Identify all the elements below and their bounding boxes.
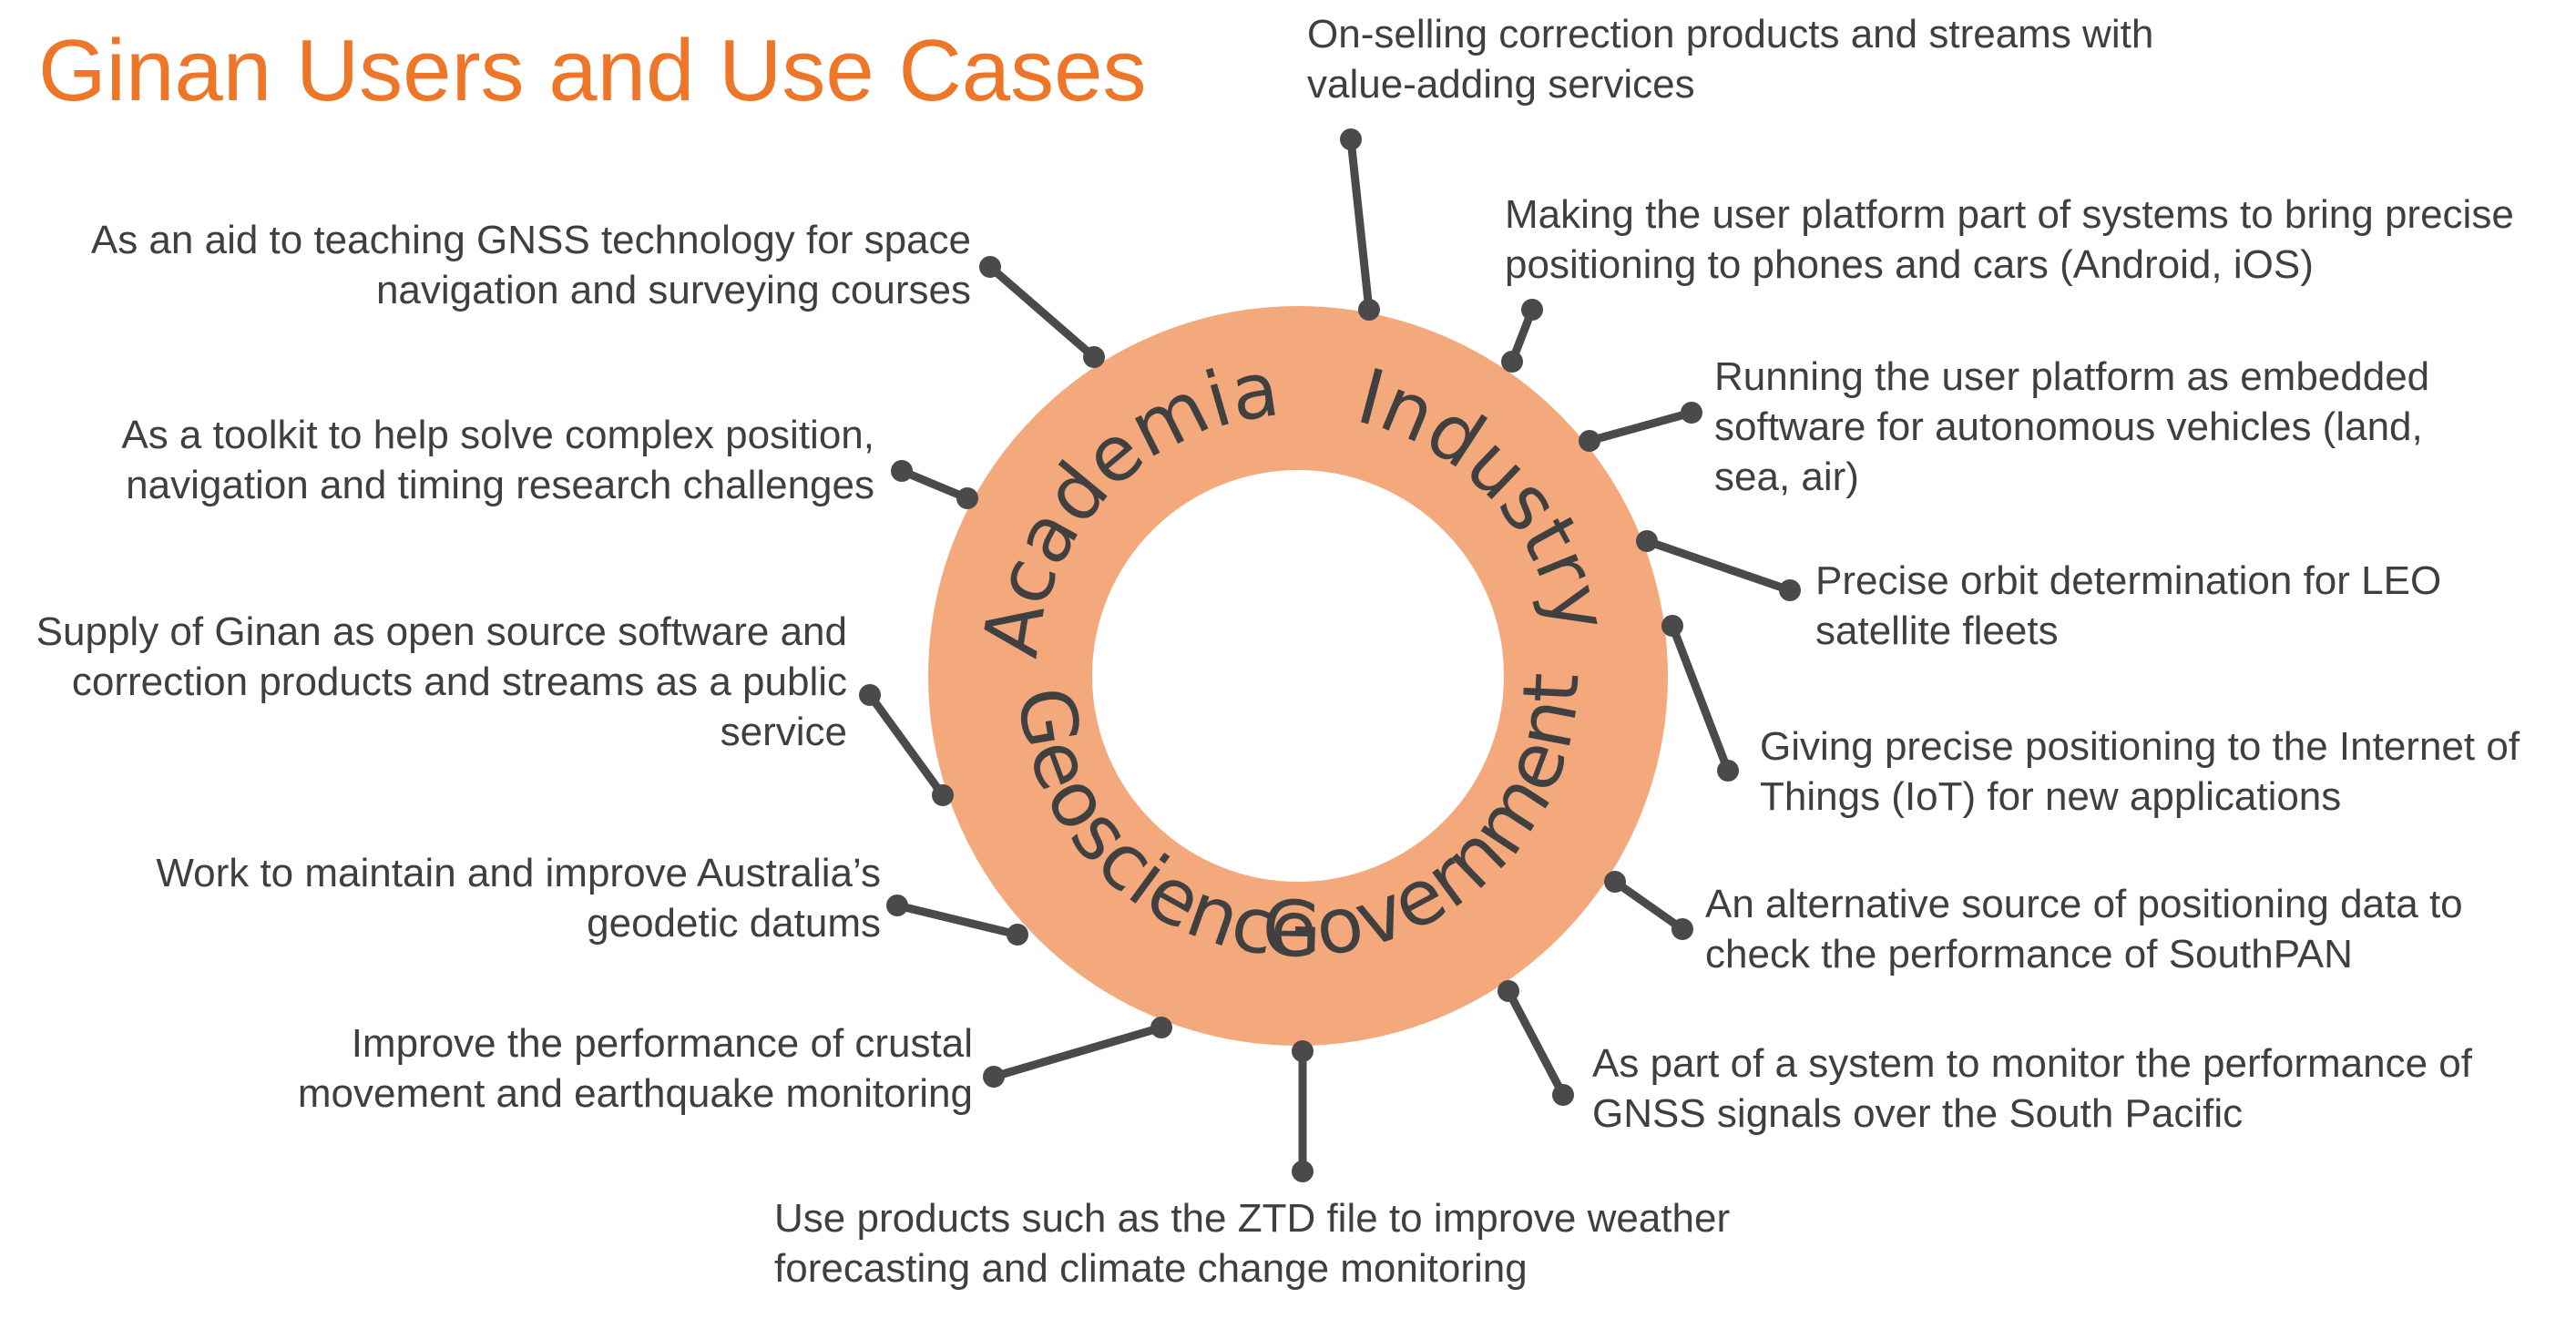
use-case-line: GNSS signals over the South Pacific (1592, 1091, 2243, 1136)
use-case-line: navigation and surveying courses (376, 268, 971, 312)
connector-dot-datums-inner (1007, 924, 1028, 946)
use-case-line: Supply of Ginan as open source software … (36, 609, 847, 654)
connector-dot-teaching-outer (979, 256, 1001, 278)
connector-dot-crustal-outer (983, 1066, 1005, 1088)
connector-iot (1668, 621, 1733, 775)
connector-dot-south-pacific-inner (1498, 980, 1519, 1002)
connector-dot-onselling-inner (1358, 299, 1380, 321)
connector-dot-southpan-outer (1671, 918, 1693, 940)
use-case-line: software for autonomous vehicles (land, (1714, 404, 2423, 449)
connector-dot-onselling-outer (1340, 128, 1362, 150)
use-case-line: Precise orbit determination for LEO (1815, 558, 2441, 603)
use-case-line: Making the user platform part of systems… (1505, 192, 2514, 237)
connector-datums (893, 901, 1022, 939)
connector-dot-crustal-inner (1150, 1017, 1172, 1038)
connector-teaching (986, 262, 1099, 362)
connector-dot-embedded-autonomous-outer (1681, 402, 1702, 424)
connector-dot-open-source-inner (932, 784, 954, 806)
connector-dot-south-pacific-outer (1552, 1084, 1574, 1106)
connector-dot-leo-orbit-inner (1636, 530, 1658, 552)
use-case-embedded-autonomous: Running the user platform as embedded sof… (1714, 354, 2429, 499)
connector-onselling (1346, 135, 1374, 314)
use-case-crustal: Improve the performance of crustal moveme… (298, 1021, 973, 1116)
use-case-line: movement and earthquake monitoring (298, 1071, 973, 1116)
connector-lines (859, 128, 1801, 1182)
sector-ring (928, 306, 1668, 1046)
use-case-line: Use products such as the ZTD file to imp… (774, 1196, 1730, 1241)
connector-dot-datums-outer (886, 895, 908, 916)
use-case-line: On-selling correction products and strea… (1307, 12, 2153, 56)
use-case-line: service (721, 710, 847, 754)
use-case-line: Work to maintain and improve Australia’s (156, 851, 881, 895)
use-case-datums: Work to maintain and improve Australia’s… (156, 851, 881, 946)
connector-crustal (989, 1023, 1166, 1081)
use-case-leo-orbit: Precise orbit determination for LEO satel… (1815, 558, 2441, 653)
use-case-toolkit: As a toolkit to help solve complex posit… (121, 413, 874, 507)
use-case-south-pacific: As part of a system to monitor the perfo… (1592, 1041, 2473, 1136)
connector-dot-user-platform-phones-outer (1521, 299, 1543, 321)
connector-dot-weather-inner (1292, 1040, 1314, 1062)
use-case-labels: On-selling correction products and strea… (36, 12, 2520, 1291)
connector-dot-leo-orbit-outer (1779, 579, 1801, 601)
use-case-weather: Use products such as the ZTD file to imp… (774, 1196, 1730, 1291)
use-case-southpan: An alternative source of positioning dat… (1705, 882, 2463, 976)
use-case-open-source: Supply of Ginan as open source software … (36, 609, 847, 754)
use-case-line: As an aid to teaching GNSS technology fo… (91, 218, 971, 262)
connector-dot-iot-outer (1717, 760, 1739, 782)
connector-dot-iot-inner (1661, 615, 1683, 637)
use-case-teaching: As an aid to teaching GNSS technology fo… (91, 218, 971, 312)
use-case-line: As a toolkit to help solve complex posit… (121, 413, 874, 457)
use-case-line: Running the user platform as embedded (1714, 354, 2429, 399)
connector-dot-embedded-autonomous-inner (1579, 430, 1600, 452)
connector-embedded-autonomous (1585, 408, 1696, 445)
use-case-line: satellite fleets (1815, 608, 2059, 653)
connector-dot-teaching-inner (1083, 346, 1105, 368)
use-case-line: sea, air) (1714, 455, 1859, 499)
connector-leo-orbit (1642, 537, 1794, 595)
use-case-line: forecasting and climate change monitorin… (774, 1246, 1528, 1291)
use-case-line: An alternative source of positioning dat… (1705, 882, 2463, 926)
connector-dot-user-platform-phones-inner (1501, 351, 1523, 373)
use-case-user-platform-phones: Making the user platform part of systems… (1505, 192, 2514, 287)
use-case-line: As part of a system to monitor the perfo… (1592, 1041, 2473, 1086)
connector-dot-weather-outer (1292, 1161, 1314, 1182)
use-case-line: Things (IoT) for new applications (1760, 774, 2341, 819)
connector-open-source (865, 690, 947, 800)
use-case-line: correction products and streams as a pub… (72, 660, 847, 704)
use-case-line: Improve the performance of crustal (352, 1021, 973, 1066)
use-case-line: check the performance of SouthPAN (1705, 932, 2353, 976)
use-case-line: Giving precise positioning to the Intern… (1760, 724, 2520, 769)
connector-dot-toolkit-outer (891, 460, 913, 482)
use-case-onselling: On-selling correction products and strea… (1307, 12, 2153, 107)
use-case-line: navigation and timing research challenge… (126, 463, 874, 507)
connector-dot-open-source-outer (859, 684, 881, 706)
use-case-iot: Giving precise positioning to the Intern… (1760, 724, 2520, 819)
use-case-line: positioning to phones and cars (Android,… (1505, 242, 2314, 287)
connector-dot-southpan-inner (1604, 871, 1626, 893)
use-case-line: geodetic datums (587, 901, 881, 946)
connector-dot-toolkit-inner (956, 487, 978, 509)
connector-south-pacific (1504, 987, 1568, 1099)
connector-toolkit (897, 466, 972, 503)
page-title: Ginan Users and Use Cases (38, 22, 1147, 119)
use-case-line: value-adding services (1307, 62, 1695, 107)
connector-southpan (1610, 877, 1687, 934)
